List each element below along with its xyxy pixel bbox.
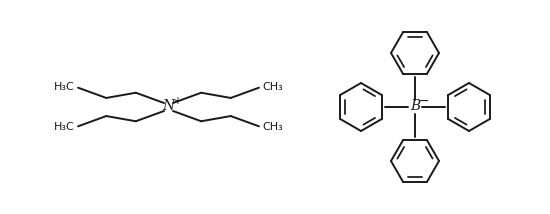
Text: H₃C: H₃C [54,122,75,132]
Text: +: + [173,96,181,106]
Text: CH₃: CH₃ [262,82,283,92]
Text: N: N [162,99,174,113]
Text: H₃C: H₃C [54,82,75,92]
Text: −: − [419,95,429,107]
Text: B: B [410,99,420,113]
Text: CH₃: CH₃ [262,122,283,132]
